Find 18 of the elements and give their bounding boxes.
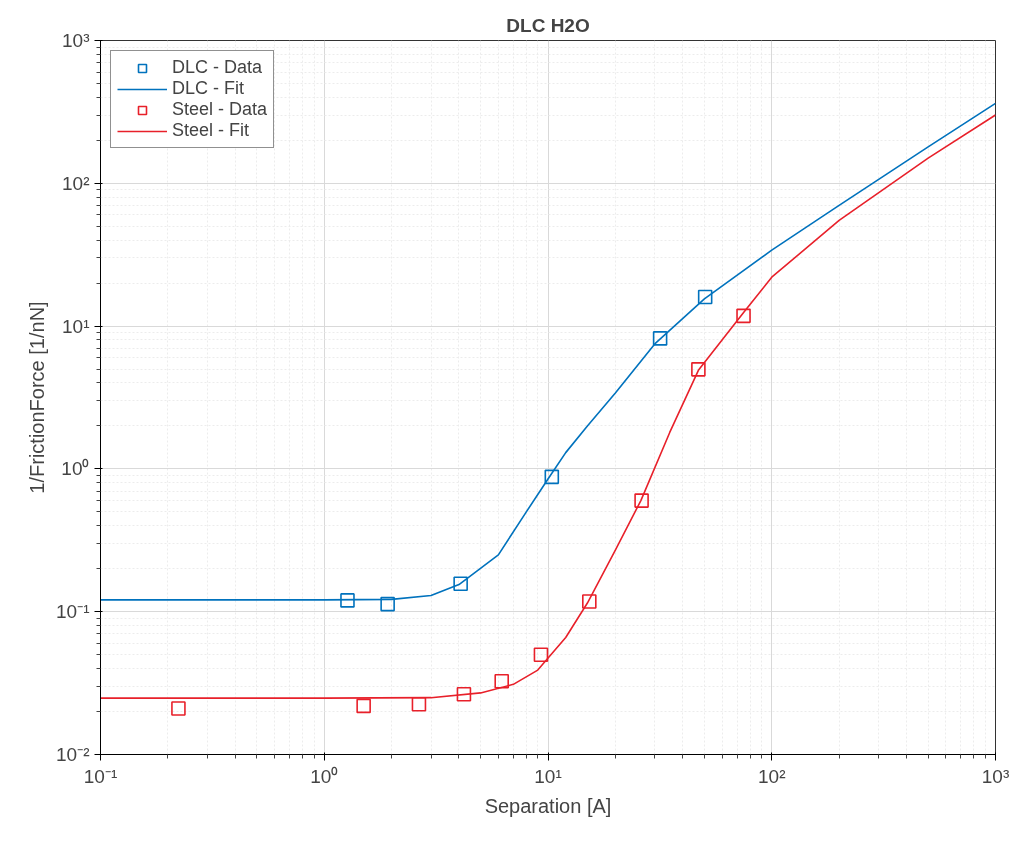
y-tick-label: 10² — [62, 172, 90, 194]
legend-label: DLC - Fit — [172, 78, 244, 99]
y-tick-label: 10¹ — [62, 315, 90, 337]
x-tick-label: 10⁻¹ — [83, 765, 118, 787]
y-tick-label: 10⁻¹ — [56, 601, 90, 623]
legend-label: Steel - Fit — [172, 120, 250, 141]
legend-label: Steel - Data — [172, 99, 268, 120]
legend-label: DLC - Data — [172, 57, 263, 78]
y-tick-label: 10⁰ — [61, 458, 90, 480]
x-tick-label: 10³ — [981, 765, 1010, 787]
x-tick-label: 10¹ — [534, 765, 562, 787]
chart-title: DLC H2O — [506, 14, 590, 36]
y-tick-label: 10⁻² — [56, 744, 90, 765]
x-tick-label: 10⁰ — [310, 765, 339, 787]
y-axis-title: 1/FrictionForce [1/nN] — [26, 301, 49, 494]
x-tick-label: 10² — [758, 765, 786, 787]
y-tick-label: 10³ — [62, 30, 90, 51]
x-axis-title: Separation [A] — [484, 794, 612, 817]
